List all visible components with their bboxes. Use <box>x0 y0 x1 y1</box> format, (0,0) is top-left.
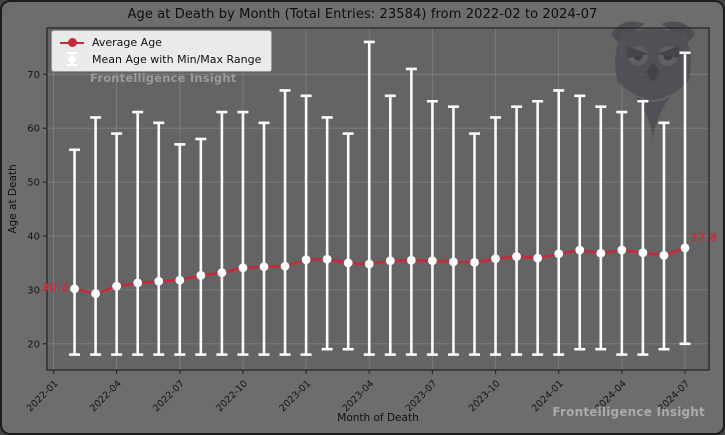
mean-markers <box>70 243 690 299</box>
mean-point <box>280 261 290 271</box>
annotation-last-point: 37.8 <box>690 231 717 244</box>
x-tick-label: 2022-07 <box>151 378 187 414</box>
mean-point <box>491 254 500 264</box>
owl-logo-watermark <box>611 21 695 144</box>
mean-point <box>154 276 164 286</box>
watermark-top-left: Frontelligence Insight <box>90 71 237 85</box>
error-bars <box>69 40 691 356</box>
x-axis-title: Month of Death <box>337 412 418 424</box>
y-tick-label: 50 <box>27 178 40 189</box>
mean-point <box>449 257 458 267</box>
axes-frame <box>46 27 710 371</box>
mean-point <box>343 258 353 268</box>
legend-item-minmax-range: Mean Age with Min/Max Range <box>60 52 261 66</box>
mean-point <box>659 251 669 260</box>
mean-point <box>406 255 416 265</box>
x-tick-label: 2023-01 <box>277 378 313 414</box>
mean-point <box>70 284 79 294</box>
mean-point <box>364 259 374 269</box>
mean-point <box>301 255 311 265</box>
mean-point <box>512 252 521 261</box>
line-marker-icon <box>60 37 84 49</box>
y-tick-label: 20 <box>27 339 40 350</box>
watermark-bottom-right: Frontelligence Insight <box>552 405 705 419</box>
mean-point <box>259 262 269 272</box>
x-tick-label: 2023-10 <box>467 378 503 414</box>
legend-label: Average Age <box>92 36 162 49</box>
x-tick-label: 2022-01 <box>25 378 61 414</box>
mean-point <box>385 256 395 266</box>
x-tick-label: 2022-04 <box>88 378 124 414</box>
mean-point <box>175 275 185 285</box>
mean-point <box>638 248 648 258</box>
mean-point <box>596 248 606 258</box>
legend: Average Age Mean Age with Min/Max Range <box>51 30 273 72</box>
plot-background <box>47 28 709 370</box>
annotation-first-point: 30.2 <box>41 281 68 294</box>
mean-point <box>617 245 627 255</box>
mean-point <box>680 243 690 253</box>
mean-point <box>533 253 543 263</box>
mean-point <box>112 281 122 291</box>
y-tick-label: 30 <box>27 285 40 296</box>
x-tick-label: 2023-04 <box>341 378 377 414</box>
y-tick-label: 60 <box>27 124 40 135</box>
mean-point <box>238 263 248 273</box>
mean-point <box>554 249 564 259</box>
mean-point <box>196 270 206 280</box>
mean-point <box>322 254 332 264</box>
legend-item-average-age: Average Age <box>60 36 261 49</box>
mean-point <box>91 289 100 299</box>
mean-point <box>470 258 479 267</box>
x-tick-label: 2022-10 <box>214 378 250 414</box>
chart-title: Age at Death by Month (Total Entries: 23… <box>127 7 598 22</box>
y-tick-label: 40 <box>27 232 40 243</box>
x-tick-label: 2023-07 <box>404 378 440 414</box>
y-axis-title: Age at Death <box>7 164 19 233</box>
errorbar-icon <box>60 52 84 66</box>
mean-point <box>133 278 143 288</box>
y-tick-label: 70 <box>27 70 40 81</box>
mean-point <box>428 256 437 266</box>
legend-label: Mean Age with Min/Max Range <box>92 52 262 66</box>
mean-point <box>217 268 227 278</box>
mean-point <box>575 245 585 255</box>
